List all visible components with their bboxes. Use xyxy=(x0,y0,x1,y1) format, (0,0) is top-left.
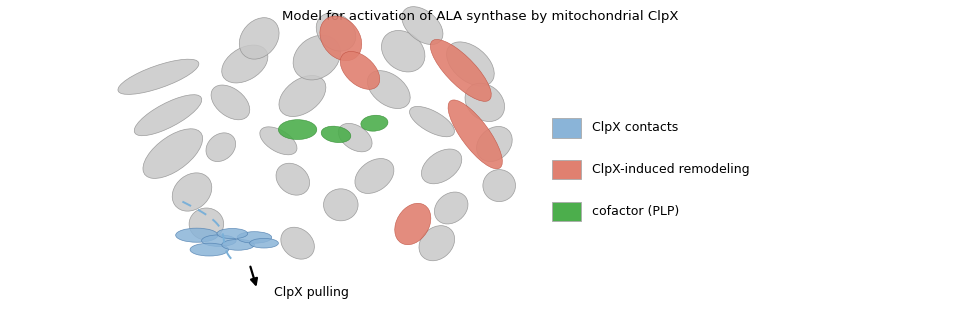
Circle shape xyxy=(217,228,248,239)
Circle shape xyxy=(176,228,218,242)
Ellipse shape xyxy=(172,173,212,211)
Text: cofactor (PLP): cofactor (PLP) xyxy=(592,205,680,218)
Text: Model for activation of ALA synthase by mitochondrial ClpX: Model for activation of ALA synthase by … xyxy=(281,10,679,23)
Ellipse shape xyxy=(189,208,224,240)
Ellipse shape xyxy=(338,124,372,152)
Circle shape xyxy=(190,243,228,256)
Ellipse shape xyxy=(395,203,431,245)
Ellipse shape xyxy=(476,126,513,162)
Ellipse shape xyxy=(281,227,314,259)
Ellipse shape xyxy=(402,7,443,44)
Ellipse shape xyxy=(421,149,462,184)
Ellipse shape xyxy=(435,192,468,224)
FancyBboxPatch shape xyxy=(552,160,581,179)
Ellipse shape xyxy=(320,16,362,61)
Ellipse shape xyxy=(279,76,325,116)
Ellipse shape xyxy=(260,127,297,155)
Ellipse shape xyxy=(355,158,394,194)
Ellipse shape xyxy=(278,120,317,140)
Text: ClpX contacts: ClpX contacts xyxy=(592,122,679,134)
Ellipse shape xyxy=(483,170,516,202)
Ellipse shape xyxy=(206,133,235,162)
Ellipse shape xyxy=(222,45,268,83)
Ellipse shape xyxy=(134,95,202,136)
Ellipse shape xyxy=(465,83,505,122)
Ellipse shape xyxy=(322,126,350,143)
Ellipse shape xyxy=(324,189,358,221)
Ellipse shape xyxy=(361,115,388,131)
Circle shape xyxy=(237,232,272,243)
FancyBboxPatch shape xyxy=(552,202,581,221)
Ellipse shape xyxy=(118,59,199,94)
Text: ClpX-induced remodeling: ClpX-induced remodeling xyxy=(592,163,750,176)
Circle shape xyxy=(250,238,278,248)
Ellipse shape xyxy=(276,163,309,195)
Ellipse shape xyxy=(448,100,502,169)
Circle shape xyxy=(202,235,236,246)
Ellipse shape xyxy=(368,71,410,108)
Ellipse shape xyxy=(316,13,356,51)
Ellipse shape xyxy=(340,52,380,89)
Ellipse shape xyxy=(410,107,454,137)
Ellipse shape xyxy=(446,42,494,86)
Ellipse shape xyxy=(381,30,425,72)
Ellipse shape xyxy=(211,85,250,120)
Ellipse shape xyxy=(419,226,455,261)
Text: ClpX pulling: ClpX pulling xyxy=(274,286,348,299)
Ellipse shape xyxy=(143,129,203,179)
Ellipse shape xyxy=(239,18,279,59)
Circle shape xyxy=(222,239,254,250)
Ellipse shape xyxy=(293,35,341,80)
FancyBboxPatch shape xyxy=(552,118,581,138)
Ellipse shape xyxy=(430,39,492,101)
